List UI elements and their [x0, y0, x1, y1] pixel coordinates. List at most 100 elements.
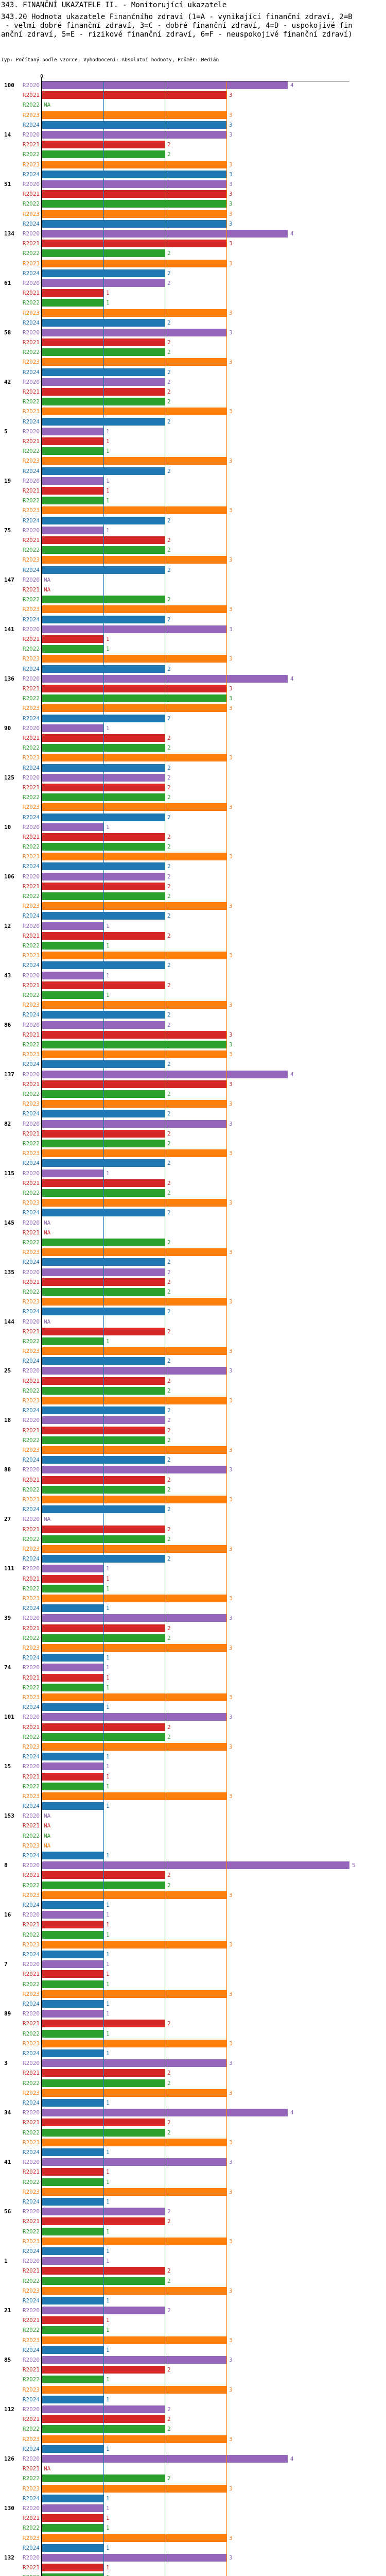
series-row-label: R2022: [22, 1833, 40, 1839]
series-row-label: R2020: [22, 626, 40, 633]
bar-R2021: [42, 437, 103, 445]
series-row-label: R2023: [22, 2139, 40, 2146]
group-label: 8: [4, 1862, 8, 1869]
series-row-label: R2020: [22, 1911, 40, 1918]
bar-value-label: 2: [167, 141, 171, 148]
bar-value-label: 2: [167, 863, 171, 870]
series-row-label: R2021: [22, 1674, 40, 1681]
bar-value-label: 3: [229, 2436, 233, 2443]
bar-value-label: 3: [229, 1694, 233, 1701]
bar-value-label: 2: [167, 1724, 171, 1731]
series-row-label: R2023: [22, 1595, 40, 1602]
series-row-label: R2022: [15, 2573, 40, 2576]
series-row-label: R2022: [22, 2080, 40, 2087]
bar-R2022: [42, 2524, 103, 2532]
bar-R2023: [42, 1693, 226, 1701]
bar-value-label-na: NA: [44, 1812, 51, 1819]
series-row-label: R2024: [22, 2001, 40, 2007]
bar-value-label: 3: [229, 1793, 233, 1800]
bar-value-label: 2: [167, 2278, 171, 2284]
bar-R2023: [42, 260, 226, 267]
bar-R2023: [42, 2336, 226, 2344]
bar-R2023: [42, 2485, 226, 2493]
bar-value-label: 2: [167, 547, 171, 553]
series-row-label: R2024: [22, 715, 40, 722]
series-row-label: R2020: [22, 82, 40, 89]
series-row-label: R2020: [22, 428, 40, 435]
bar-value-label: 1: [106, 1664, 110, 1671]
series-row-label: R2024: [22, 221, 40, 227]
bar-R2024: [42, 1802, 103, 1810]
bar-value-label: 3: [229, 310, 233, 316]
series-row-label: R2024: [22, 616, 40, 623]
series-row-label: R2022: [22, 2376, 40, 2383]
series-row-label: R2024: [22, 2347, 40, 2353]
series-row-label: R2023: [22, 2436, 40, 2443]
series-row-label: R2021: [22, 2564, 40, 2571]
series-row-label: R2024: [22, 1753, 40, 1760]
series-row-label: R2021: [22, 1872, 40, 1878]
series-row-label: R2021: [22, 636, 40, 642]
bar-R2022: [42, 2228, 103, 2235]
bar-value-label: 3: [229, 240, 233, 247]
bar-R2024: [42, 171, 226, 178]
series-row-label: R2020: [22, 280, 40, 286]
bar-value-label: 3: [229, 161, 233, 168]
group-label: 144: [4, 1318, 14, 1325]
bar-R2022: [42, 200, 226, 208]
bar-R2023: [42, 1891, 226, 1899]
series-row-label: R2021: [22, 537, 40, 544]
bar-R2024: [42, 2099, 103, 2107]
bar-R2020: [42, 1664, 103, 1671]
bar-value-label: 1: [106, 1971, 110, 1977]
bar-R2020: [42, 2059, 226, 2067]
bar-value-label: 2: [167, 1160, 171, 1166]
series-row-label: R2023: [22, 705, 40, 711]
group-label: 106: [4, 873, 14, 880]
bar-value-label: 2: [167, 2208, 171, 2215]
series-row-label: R2022: [22, 1536, 40, 1543]
series-row-label: R2024: [22, 765, 40, 771]
series-row-label: R2021: [22, 1279, 40, 1285]
bar-value-label: 2: [167, 774, 171, 781]
series-row-label: R2020: [22, 478, 40, 484]
series-row-label: R2022: [22, 1338, 40, 1345]
group-label: 10: [4, 824, 11, 831]
bar-value-label: 3: [229, 211, 233, 217]
bar-value-label: 2: [167, 379, 171, 385]
bar-value-label: 1: [106, 2297, 110, 2304]
bar-R2022: [42, 1585, 103, 1592]
bar-value-label: 2: [167, 834, 171, 840]
series-row-label: R2023: [22, 754, 40, 761]
bar-R2022: [42, 299, 103, 307]
bar-value-label: 1: [106, 1783, 110, 1790]
series-row-label: R2023: [22, 1348, 40, 1354]
bar-R2023: [42, 1496, 226, 1503]
series-row-label: R2023: [22, 1447, 40, 1453]
series-row-label: R2021: [22, 1971, 40, 1977]
bar-value-label: 2: [167, 1308, 171, 1315]
series-row-label: R2020: [22, 2455, 40, 2462]
bar-R2021: [42, 1080, 226, 1088]
bar-value-label: 1: [106, 428, 110, 435]
bar-value-label: 1: [106, 2010, 110, 2017]
series-row-label: R2023: [22, 408, 40, 415]
bar-R2023: [42, 1199, 226, 1207]
series-row-label: R2023: [22, 1002, 40, 1008]
bar-value-label: 1: [106, 1921, 110, 1928]
series-row-label: R2024: [22, 171, 40, 178]
bar-R2021: [42, 91, 226, 99]
series-row-label: R2021: [22, 1031, 40, 1038]
bar-value-label: 3: [229, 112, 233, 118]
bar-R2020: [42, 1911, 103, 1919]
bar-R2020: [42, 428, 103, 435]
group-label: 25: [4, 1367, 11, 1374]
bar-value-label: 3: [229, 2337, 233, 2344]
bar-value-label: 2: [167, 1378, 171, 1384]
bar-value-label: 3: [229, 1645, 233, 1651]
bar-value-label: 3: [229, 556, 233, 563]
bar-value-label: 2: [167, 873, 171, 880]
bar-value-label: 4: [290, 2455, 294, 2462]
page-subtitle-line: - velmi dobré finanční zdraví, 3=C - dob…: [1, 22, 353, 30]
